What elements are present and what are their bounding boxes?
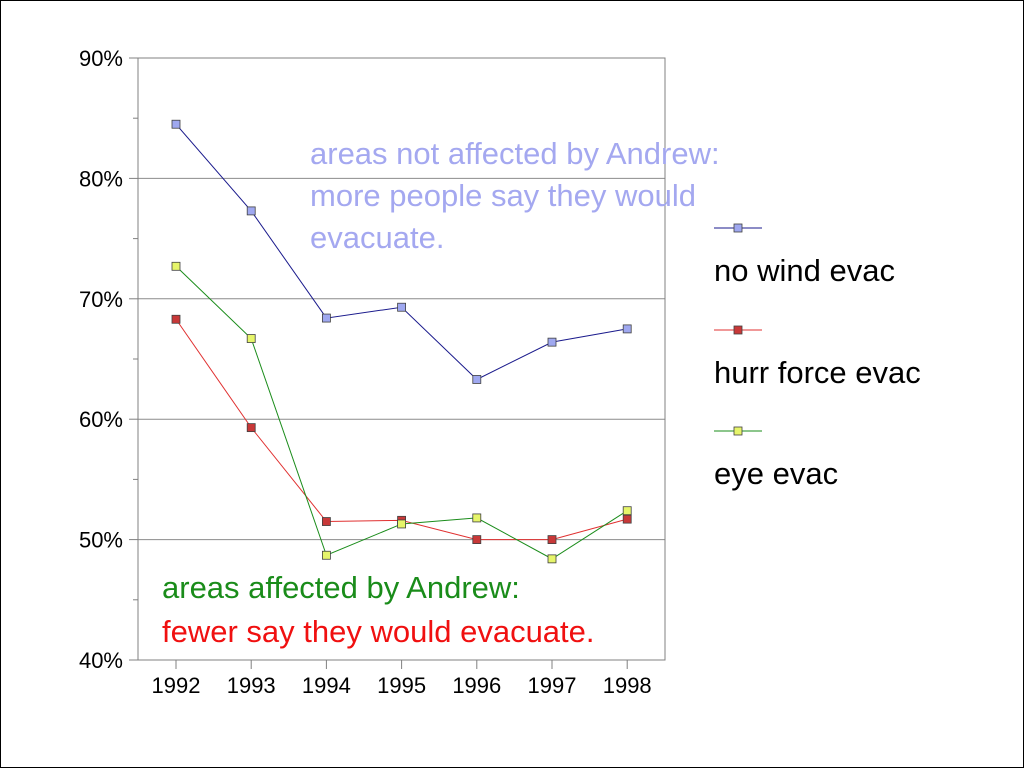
annotation-unaffected-line-2: more people say they would bbox=[310, 178, 697, 213]
data-point bbox=[472, 375, 482, 384]
data-point bbox=[397, 302, 407, 312]
data-point bbox=[321, 313, 331, 323]
legend-label-eye-evac: eye evac bbox=[714, 456, 839, 491]
x-tick-label: 1993 bbox=[227, 673, 276, 698]
data-point bbox=[171, 314, 181, 324]
data-point bbox=[246, 206, 256, 216]
annotation-fewer-evacuate: fewer say they would evacuate. bbox=[162, 611, 595, 653]
data-point bbox=[397, 519, 407, 529]
y-tick-label: 80% bbox=[79, 166, 123, 191]
annotation-unaffected-line-3: evacuate. bbox=[310, 220, 445, 255]
data-point bbox=[622, 506, 632, 516]
data-point bbox=[472, 513, 482, 523]
data-point bbox=[246, 334, 256, 343]
x-axis-tick-labels: 1992 1993 1994 1995 1996 1997 1998 bbox=[152, 673, 652, 698]
axes bbox=[129, 57, 628, 669]
annotation-affected-line-1: areas affected by Andrew: bbox=[162, 570, 520, 605]
data-point bbox=[547, 554, 557, 564]
series-markers bbox=[171, 119, 632, 564]
data-point bbox=[622, 324, 632, 334]
x-tick-label: 1997 bbox=[528, 673, 577, 698]
y-tick-label: 60% bbox=[79, 407, 123, 432]
legend-label-hurr-force-evac: hurr force evac bbox=[714, 355, 921, 390]
gridlines bbox=[138, 177, 665, 541]
legend-swatches bbox=[714, 223, 762, 436]
data-point bbox=[547, 337, 557, 347]
x-tick-label: 1992 bbox=[152, 673, 201, 698]
annotation-affected-areas: areas affected by Andrew: bbox=[162, 567, 520, 609]
x-tick-label: 1995 bbox=[377, 673, 426, 698]
annotation-unaffected-line-1: areas not affected by Andrew: bbox=[310, 136, 720, 171]
y-tick-label: 70% bbox=[79, 287, 123, 312]
data-point bbox=[321, 517, 331, 526]
annotation-unaffected-areas: areas not affected by Andrew: more peopl… bbox=[310, 133, 720, 259]
data-point bbox=[171, 119, 181, 129]
y-tick-label: 50% bbox=[79, 528, 123, 553]
data-point bbox=[171, 261, 181, 271]
y-tick-label: 40% bbox=[79, 648, 123, 673]
data-point bbox=[547, 535, 557, 544]
legend-marker bbox=[733, 325, 743, 335]
legend-label-no-wind-evac: no wind evac bbox=[714, 253, 895, 288]
legend-marker bbox=[733, 223, 743, 233]
series-line bbox=[175, 318, 628, 541]
x-tick-label: 1998 bbox=[603, 673, 652, 698]
data-point bbox=[246, 423, 256, 433]
annotation-fewer-line-1: fewer say they would evacuate. bbox=[162, 614, 595, 649]
x-tick-label: 1996 bbox=[452, 673, 501, 698]
y-tick-label: 90% bbox=[79, 46, 123, 71]
data-point bbox=[622, 514, 632, 524]
data-point bbox=[472, 535, 482, 544]
legend-marker bbox=[733, 426, 743, 436]
y-axis-tick-labels: 40% 50% 60% 70% 80% 90% bbox=[79, 46, 123, 673]
x-tick-label: 1994 bbox=[302, 673, 351, 698]
data-point bbox=[321, 550, 331, 560]
